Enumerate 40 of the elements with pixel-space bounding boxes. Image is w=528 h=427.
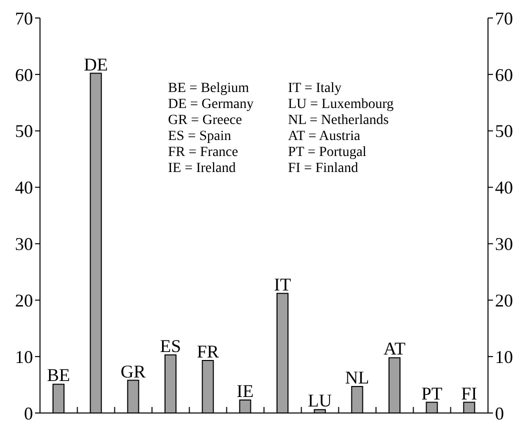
text: FR = France: [168, 145, 238, 160]
y2-tick-label: 30: [495, 234, 513, 254]
y-tick-label: 40: [15, 178, 33, 198]
text: BE = Belgium: [168, 81, 250, 96]
y2-tick-label: 50: [495, 121, 513, 142]
text: IE = Ireland: [168, 161, 236, 176]
x-tick-label: GR: [120, 361, 146, 382]
x-tick-label: FR: [196, 342, 219, 362]
y-tick-label: 10: [15, 346, 33, 367]
x-tick-label: ES: [160, 336, 182, 356]
y2-tick-label: 20: [495, 290, 513, 311]
text: DE = Germany: [168, 97, 254, 112]
y-tick-label: 20: [15, 290, 33, 311]
text: FI = Finland: [288, 161, 358, 176]
x-tick-label: FI: [461, 383, 478, 404]
x-tick-label: DE: [84, 54, 108, 74]
x-tick-label: BE: [46, 365, 70, 386]
text: LU = Luxembourg: [288, 97, 394, 112]
y2-tick-label: 60: [495, 64, 513, 85]
x-tick-label: AT: [384, 338, 406, 359]
y-tick-label: 60: [15, 64, 33, 85]
y-tick-label: 0: [24, 403, 33, 424]
x-tick-label: IT: [274, 274, 291, 294]
y-tick-label: 30: [15, 234, 33, 254]
x-tick-label: LU: [308, 390, 332, 411]
text: GR = Greece: [168, 113, 242, 128]
y-tick-label: 70: [15, 8, 33, 28]
text: ES = Spain: [168, 129, 232, 144]
x-tick-label: IE: [236, 381, 254, 402]
text: AT = Austria: [288, 129, 360, 144]
y2-tick-label: 40: [495, 178, 513, 198]
x-tick-label: NL: [345, 367, 370, 388]
y2-tick-label: 10: [495, 346, 513, 367]
text: NL = Netherlands: [288, 113, 389, 128]
text: IT = Italy: [288, 81, 342, 96]
y-tick-label: 50: [15, 121, 33, 142]
text: PT = Portugal: [288, 145, 366, 160]
y2-tick-label: 0: [495, 403, 504, 424]
x-tick-label: PT: [421, 383, 442, 404]
y2-tick-label: 70: [495, 8, 513, 28]
